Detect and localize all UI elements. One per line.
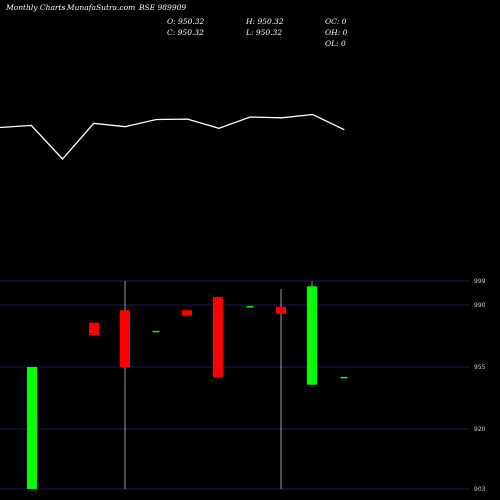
line-point [62, 158, 64, 160]
line-point [155, 119, 157, 121]
candle-body [213, 297, 223, 378]
candle-body [182, 310, 192, 316]
low-value: L: 950.32 [245, 28, 282, 37]
line-point [312, 113, 314, 115]
line-series [0, 113, 345, 160]
candle-body [307, 286, 317, 385]
candle-body [120, 310, 130, 367]
y-tick-label: 999 [474, 278, 486, 285]
open-value: O: 950.32 [167, 17, 205, 26]
line-point [249, 116, 251, 118]
oc-value: OC: 0 [325, 17, 347, 26]
line-point [343, 129, 345, 131]
ticker-label: BSE 989909 [138, 3, 186, 12]
candle-body [89, 322, 99, 336]
close-value: C: 950.32 [167, 28, 204, 37]
candle-body [27, 367, 37, 489]
line-point [280, 117, 282, 119]
grid-lines [0, 280, 470, 490]
line-point [124, 126, 126, 128]
line-point [218, 127, 220, 129]
line-point [0, 127, 1, 128]
close-price-line [0, 113, 345, 160]
line-point [187, 118, 189, 120]
y-axis-ticks: 999 990 955 920 903 [474, 278, 486, 493]
y-tick-label: 903 [474, 486, 486, 493]
y-tick-label: 920 [474, 426, 486, 433]
line-point [93, 122, 95, 124]
y-tick-label: 955 [474, 364, 486, 371]
candle-body [276, 306, 286, 314]
high-value: H: 950.32 [245, 17, 284, 26]
oh-value: OH: 0 [325, 28, 348, 37]
brand-label: Monthly Charts [5, 3, 66, 12]
candle-bodies [27, 286, 348, 489]
ol-value: OL: 0 [325, 39, 346, 48]
site-label: - MunafaSutra.com [62, 3, 135, 12]
y-tick-label: 990 [474, 302, 486, 309]
line-point [30, 124, 32, 126]
